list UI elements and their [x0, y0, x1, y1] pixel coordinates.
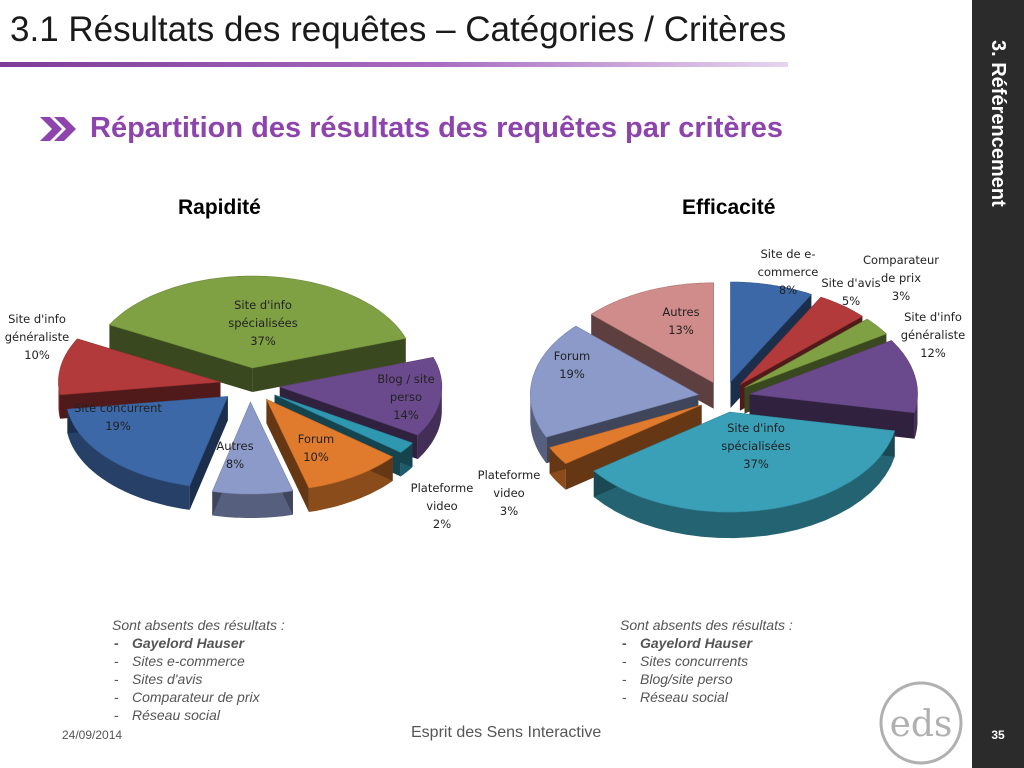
footer-date: 24/09/2014 — [62, 728, 123, 742]
side-bar — [972, 0, 1024, 768]
slide-subtitle: Répartition des résultats des requêtes p… — [90, 112, 784, 144]
pie-chart-rapidite: Site d'info spécialisées 37% Blog / site per… — [5, 275, 474, 531]
notes-right-item: Sites concurrents — [620, 652, 793, 670]
pie-charts: Site d'info spécialisées 37% Blog / site per… — [5, 247, 965, 539]
pie-slice — [211, 401, 294, 518]
pie-chart-efficacite: Site de e-commerce 8% Site d'avis 5%Compara… — [478, 247, 965, 539]
slice-label: Site d'info généraliste 10% — [5, 312, 69, 362]
slide-title: 3.1 Résultats des requêtes – Catégories … — [10, 10, 787, 49]
notes-left-item: Comparateur de prix — [112, 688, 285, 706]
slice-label: Autres 13% — [662, 305, 699, 337]
subtitle-row: Répartition des résultats des requêtes p… — [40, 112, 783, 145]
notes-right-item: Réseau social — [620, 688, 793, 706]
chart-title-efficacite: Efficacité — [682, 196, 776, 219]
pie-slice — [749, 340, 918, 439]
slice-label: Site concurrent 19% — [74, 401, 162, 433]
footer-company: Esprit des Sens Interactive — [411, 724, 602, 741]
pie-slice — [590, 282, 715, 409]
notes-right-heading: Sont absents des résultats : — [620, 617, 793, 633]
slice-label: Blog / site perso 14% — [377, 372, 434, 422]
notes-right-item: Blog/site perso — [620, 670, 793, 688]
logo-text: eds — [890, 704, 953, 745]
notes-left-heading: Sont absents des résultats : — [112, 617, 285, 633]
notes-left-item: Sites d'avis — [112, 670, 285, 688]
section-label: 3. Référencement — [987, 40, 1009, 207]
notes-left: Sont absents des résultats : Gayelord Ha… — [112, 616, 285, 724]
slice-label: Site de e-commerce 8% — [758, 247, 819, 297]
notes-left-item: Réseau social — [112, 706, 285, 724]
eds-logo: eds — [879, 681, 963, 765]
slice-label: Site d'info spécialisées 37% — [721, 421, 790, 471]
double-chevron-icon — [40, 116, 76, 141]
pie-slice — [67, 396, 229, 510]
slice-label: Plateforme video 3% — [478, 468, 541, 518]
pie-slice — [593, 411, 896, 539]
slice-label: Forum 19% — [554, 349, 590, 381]
slice-label: Site d'info généraliste 12% — [901, 310, 965, 360]
notes-left-item: Sites e-commerce — [112, 652, 285, 670]
slice-label: Site d'avis 5% — [821, 276, 880, 308]
slice-label: Forum 10% — [298, 432, 334, 464]
page-number: 35 — [991, 728, 1005, 742]
slice-label: Site d'info spécialisées 37% — [228, 298, 297, 348]
slice-label: Plateforme video 2% — [411, 481, 474, 531]
pie-slice — [265, 398, 394, 512]
notes-right-item: Gayelord Hauser — [620, 634, 793, 652]
slice-label: Comparateur de prix 3% — [863, 253, 939, 303]
notes-left-item: Gayelord Hauser — [112, 634, 285, 652]
title-underline — [0, 62, 788, 67]
notes-right: Sont absents des résultats : Gayelord Ha… — [620, 616, 793, 706]
slice-label: Autres 8% — [216, 439, 253, 471]
chart-title-rapidite: Rapidité — [178, 196, 261, 219]
pie-slice — [108, 275, 407, 393]
